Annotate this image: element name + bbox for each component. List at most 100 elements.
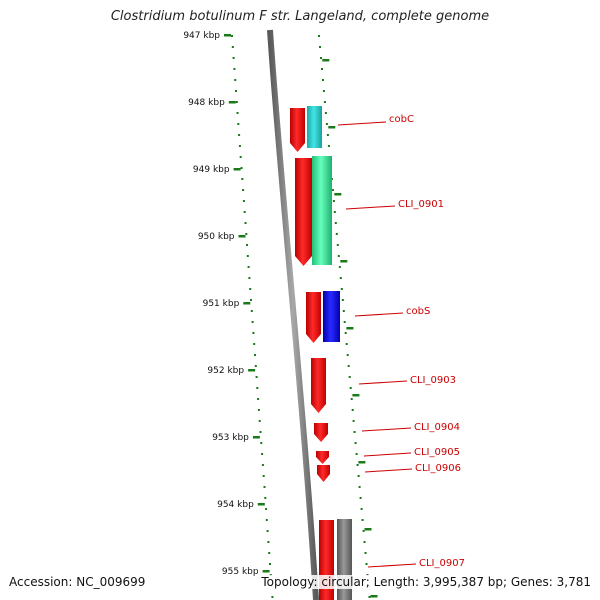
major-tick bbox=[334, 193, 342, 196]
map-title: Clostridium botulinum F str. Langeland, … bbox=[110, 9, 490, 24]
accession-text: Accession: NC_009699 bbox=[9, 575, 146, 589]
labels-layer: cobC CLI_0901 cobS CLI_0903 CLI_0904 CLI_0905… bbox=[337, 114, 465, 569]
ring-dot bbox=[257, 409, 260, 411]
ring-dot bbox=[254, 354, 256, 356]
ring-dot bbox=[255, 376, 258, 378]
ring-dot bbox=[236, 112, 239, 114]
ring-dot bbox=[345, 343, 348, 345]
major-tick bbox=[257, 503, 265, 506]
major-tick bbox=[238, 235, 246, 238]
ring-dot bbox=[356, 464, 359, 466]
ring-dot bbox=[244, 222, 247, 224]
ring-dot bbox=[332, 200, 335, 202]
ring-dot bbox=[363, 541, 366, 543]
gene-label-line bbox=[367, 563, 417, 568]
ring-dot bbox=[347, 365, 350, 367]
ring-dot bbox=[262, 475, 265, 477]
ring-dot bbox=[245, 233, 248, 235]
ring-dot bbox=[267, 541, 270, 543]
genes-layer bbox=[290, 106, 352, 600]
ring-dot bbox=[325, 123, 328, 125]
gene-label-line bbox=[337, 121, 387, 126]
ring-dot bbox=[235, 101, 238, 103]
ring-dot bbox=[232, 57, 235, 59]
tick-label: 950 kbp bbox=[198, 232, 235, 242]
ring-dot bbox=[318, 35, 320, 37]
ring-dot bbox=[265, 508, 268, 510]
gene-label-line bbox=[345, 205, 396, 210]
ring-dot bbox=[368, 596, 371, 598]
ring-dot bbox=[248, 277, 251, 279]
ring-dot bbox=[326, 134, 329, 136]
ring-dot bbox=[264, 497, 267, 499]
ring-dot bbox=[350, 398, 353, 400]
ring-dot bbox=[336, 244, 339, 246]
ring-dot bbox=[269, 563, 271, 565]
gene-cobC bbox=[307, 106, 322, 148]
tick-label: 955 kbp bbox=[222, 567, 259, 577]
topology-text: Topology: circular; Length: 3,995,387 bp… bbox=[261, 575, 591, 589]
ring-dot bbox=[252, 332, 255, 334]
gene-CLI_0901 bbox=[312, 156, 332, 265]
ring-dot bbox=[231, 46, 234, 48]
gene-label-line bbox=[364, 468, 413, 473]
ring-dot bbox=[268, 552, 271, 554]
gene-label: CLI_0906 bbox=[415, 463, 461, 474]
tick-label: 953 kbp bbox=[212, 433, 249, 443]
gene-label: CLI_0907 bbox=[419, 558, 465, 569]
major-tick bbox=[233, 168, 241, 171]
ring-dot bbox=[247, 266, 250, 268]
ring-dot bbox=[351, 409, 354, 411]
gene-arrow-reverse bbox=[311, 358, 326, 413]
gene-label: CLI_0903 bbox=[410, 375, 456, 386]
ring-dot bbox=[338, 266, 341, 268]
ring-dot bbox=[352, 420, 355, 422]
ring-dot bbox=[365, 563, 368, 565]
ring-dot bbox=[346, 354, 349, 356]
ring-dot bbox=[258, 420, 261, 422]
gene-label-line bbox=[361, 427, 412, 432]
tick-label: 947 kbp bbox=[183, 31, 220, 41]
ring-dot bbox=[319, 46, 321, 48]
ring-dot bbox=[253, 343, 256, 345]
gene-label-line bbox=[358, 380, 408, 385]
ring-dot bbox=[233, 68, 236, 70]
ring-dot bbox=[251, 321, 254, 323]
ring-dot bbox=[321, 68, 323, 70]
ring-dot bbox=[242, 200, 245, 202]
ring-dot bbox=[246, 255, 249, 257]
ring-dot bbox=[358, 486, 361, 488]
ring-dot bbox=[256, 387, 259, 389]
ring-dot bbox=[266, 530, 269, 532]
tick-label: 954 kbp bbox=[217, 500, 254, 510]
ring-dot bbox=[354, 442, 357, 444]
ring-dot bbox=[341, 299, 344, 301]
ring-dot bbox=[361, 519, 364, 521]
ring-dot bbox=[241, 178, 244, 180]
gene-label: CLI_0901 bbox=[398, 199, 444, 210]
major-tick bbox=[228, 101, 236, 104]
ring-dot bbox=[261, 464, 264, 466]
major-tick bbox=[322, 59, 330, 62]
ring-dot bbox=[243, 211, 246, 213]
tick-label: 952 kbp bbox=[207, 366, 244, 376]
major-tick bbox=[352, 394, 360, 397]
gene-label: CLI_0905 bbox=[414, 447, 460, 458]
gene-label-line bbox=[363, 452, 412, 457]
ring-dot bbox=[249, 288, 252, 290]
gene-cobS bbox=[323, 291, 340, 342]
ring-dot bbox=[364, 552, 367, 554]
ring-dot bbox=[263, 486, 266, 488]
ring-dot bbox=[357, 475, 360, 477]
ring-dot bbox=[344, 332, 347, 334]
major-tick bbox=[262, 570, 270, 573]
ring-dot bbox=[265, 519, 268, 521]
major-tick bbox=[252, 436, 260, 439]
ring-dot bbox=[324, 112, 327, 114]
ring-dot bbox=[254, 365, 257, 367]
gene-arrow-reverse bbox=[295, 158, 312, 266]
ring-dot bbox=[334, 222, 337, 224]
ring-dot bbox=[343, 321, 346, 323]
ring-dot bbox=[238, 145, 241, 147]
